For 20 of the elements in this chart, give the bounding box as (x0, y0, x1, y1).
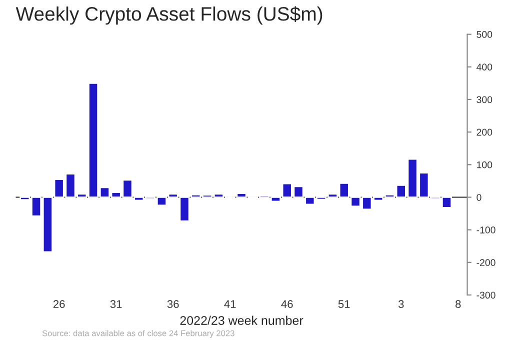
y-tick-label: 500 (476, 31, 492, 38)
y-tick-label: -100 (476, 226, 496, 234)
y-tick-label: 200 (476, 128, 492, 136)
x-tick-label: 36 (167, 300, 179, 308)
x-tick-label: 3 (398, 300, 404, 308)
x-tick-label: 46 (281, 300, 293, 308)
y-tick-label: 300 (476, 96, 492, 104)
x-tick-label: 31 (110, 300, 122, 308)
y-tick-label: 0 (476, 194, 482, 201)
chart-title: Weekly Crypto Asset Flows (US$m) (16, 6, 322, 25)
x-tick-label: 51 (338, 300, 350, 308)
x-tick-label: 26 (53, 300, 65, 308)
x-axis-title: 2022/23 week number (180, 316, 304, 325)
y-tick-label: -300 (476, 292, 496, 299)
source-note: Source: data available as of close 24 February 2023 (42, 330, 234, 338)
x-tick-label: 8 (456, 300, 461, 308)
x-tick-label: 41 (224, 300, 236, 308)
y-tick-label: 400 (476, 64, 492, 71)
y-tick-label: 100 (477, 161, 492, 168)
y-tick-label: -200 (476, 259, 496, 266)
